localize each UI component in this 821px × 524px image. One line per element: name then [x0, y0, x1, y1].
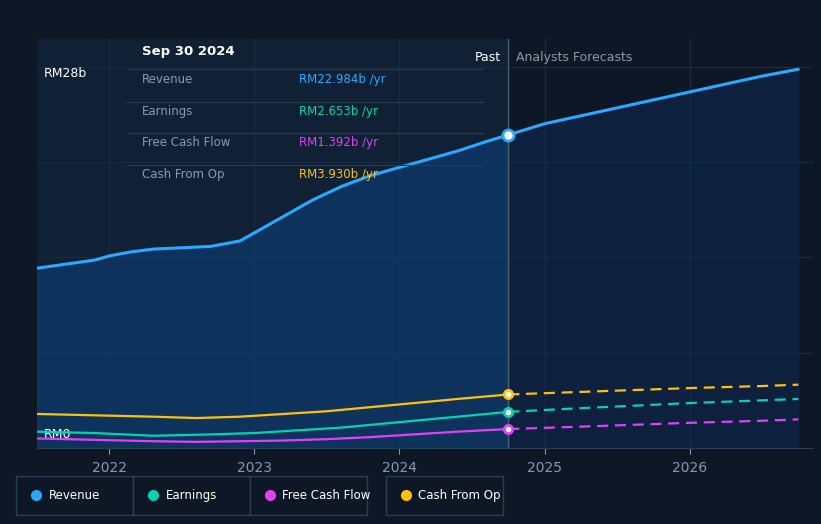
Bar	[37, 39, 508, 448]
Text: Free Cash Flow: Free Cash Flow	[282, 489, 371, 501]
FancyBboxPatch shape	[133, 476, 250, 516]
Text: RM2.653b /yr: RM2.653b /yr	[299, 105, 378, 118]
FancyBboxPatch shape	[386, 476, 503, 516]
Text: Earnings: Earnings	[166, 489, 217, 501]
Text: Sep 30 2024: Sep 30 2024	[141, 45, 234, 58]
Text: Cash From Op: Cash From Op	[418, 489, 500, 501]
Text: Revenue: Revenue	[48, 489, 100, 501]
FancyBboxPatch shape	[250, 476, 368, 516]
Text: Free Cash Flow: Free Cash Flow	[141, 136, 230, 149]
Text: Cash From Op: Cash From Op	[141, 168, 224, 181]
Text: RM1.392b /yr: RM1.392b /yr	[299, 136, 378, 149]
Text: RM28b: RM28b	[44, 67, 88, 80]
FancyBboxPatch shape	[16, 476, 133, 516]
Text: Past: Past	[475, 51, 501, 64]
Text: Revenue: Revenue	[141, 73, 193, 86]
Text: Analysts Forecasts: Analysts Forecasts	[516, 51, 632, 64]
Text: RM3.930b /yr: RM3.930b /yr	[299, 168, 378, 181]
Text: RM0: RM0	[44, 428, 71, 441]
Text: RM22.984b /yr: RM22.984b /yr	[299, 73, 385, 86]
Text: Earnings: Earnings	[141, 105, 193, 118]
Bar	[508, 39, 813, 448]
